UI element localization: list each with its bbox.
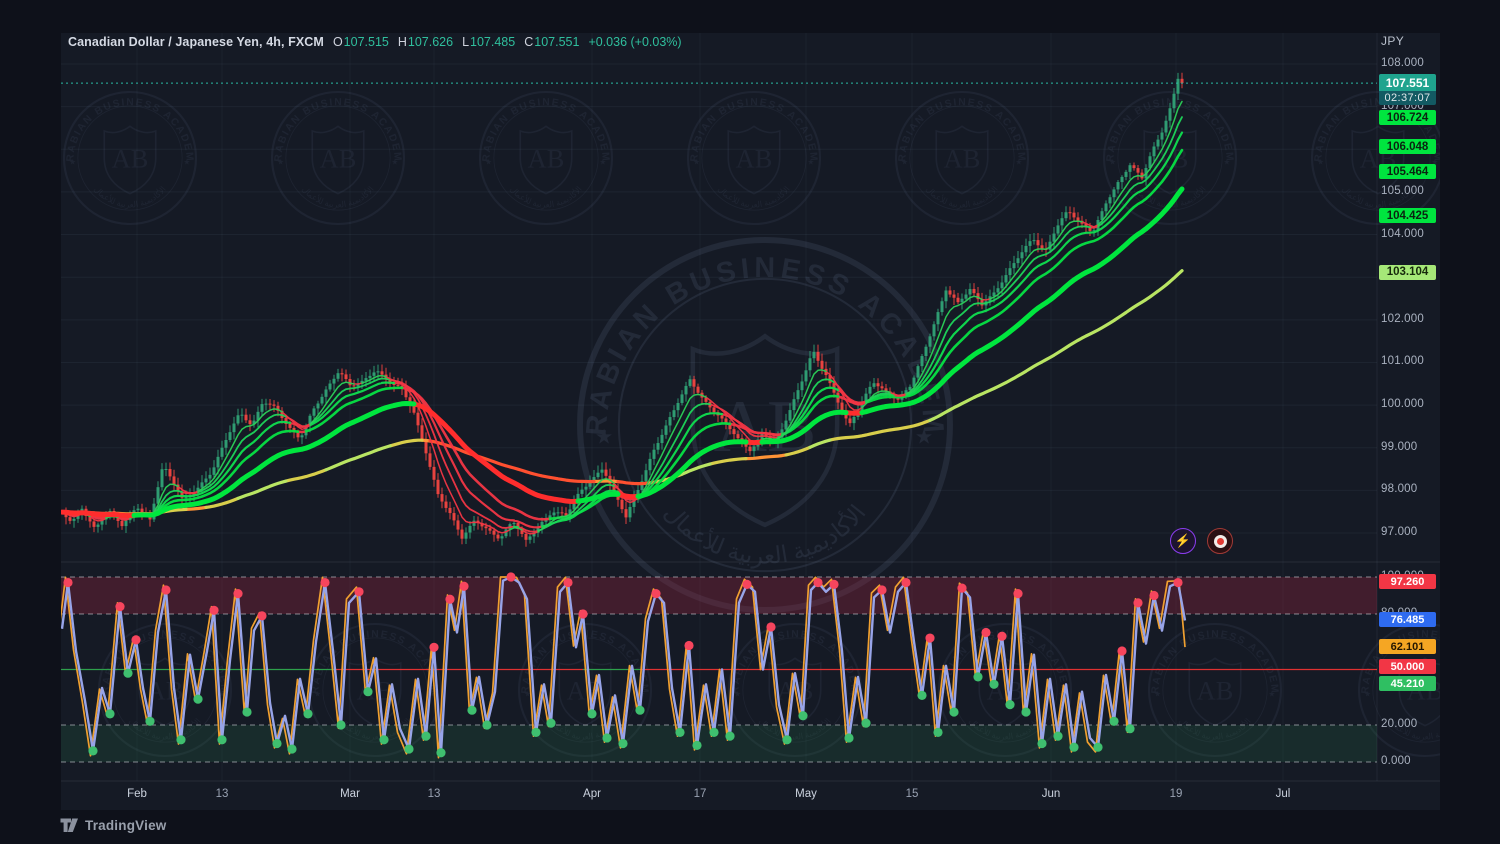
ema-price-label: 104.425: [1379, 208, 1436, 224]
time-tick-label: 15: [905, 788, 919, 800]
time-tick-label: 19: [1169, 788, 1183, 800]
symbol-header: Canadian Dollar / Japanese Yen, 4h, FXCM…: [68, 34, 682, 50]
time-tick-label: May: [795, 788, 817, 800]
stoch-value-label: 50.000: [1379, 659, 1436, 674]
price-tick-label: 101.000: [1381, 355, 1424, 368]
lightning-icon: ⚡: [1174, 533, 1192, 548]
ohlc-high: H107.626: [397, 35, 454, 49]
stoch-tick-label: 20.000: [1381, 718, 1418, 730]
price-tick-label: 97.000: [1381, 526, 1418, 539]
price-tick-label: 99.000: [1381, 440, 1418, 453]
ema-price-label: 106.724: [1379, 110, 1436, 126]
price-change: +0.036 (+0.03%): [588, 35, 682, 49]
price-axis-currency[interactable]: JPY: [1381, 34, 1405, 48]
stoch-value-label: 76.485: [1379, 612, 1436, 627]
bar-countdown: 02:37:07: [1379, 91, 1436, 106]
price-tick-label: 102.000: [1381, 312, 1424, 325]
ohlc-low: L107.485: [462, 35, 516, 49]
record-icon: [1213, 534, 1227, 548]
stoch-value-label: 45.210: [1379, 676, 1436, 691]
record-button[interactable]: [1207, 528, 1233, 554]
price-tick-label: 104.000: [1381, 227, 1424, 240]
price-tick-label: 98.000: [1381, 483, 1418, 496]
symbol-title[interactable]: Canadian Dollar / Japanese Yen, 4h, FXCM: [68, 35, 324, 49]
time-tick-label: Mar: [340, 788, 360, 800]
stoch-value-label: 62.101: [1379, 639, 1436, 654]
price-tick-label: 108.000: [1381, 57, 1424, 69]
quick-trade-button[interactable]: ⚡: [1170, 528, 1196, 554]
last-price-value: 107.551: [1379, 74, 1436, 92]
price-tick-label: 105.000: [1381, 184, 1424, 197]
ohlc-close: C107.551: [524, 35, 580, 49]
tradingview-attribution[interactable]: TradingView: [60, 818, 166, 833]
time-tick-label: 17: [693, 788, 707, 800]
slow-ma-price-label: 103.104: [1379, 264, 1436, 280]
ema-price-label: 105.464: [1379, 164, 1436, 180]
tradingview-logo-icon: [60, 818, 78, 832]
stoch-value-label: 97.260: [1379, 574, 1436, 589]
time-tick-label: Jun: [1041, 788, 1061, 800]
time-tick-label: 13: [427, 788, 441, 800]
last-price-label: 107.551 02:37:07: [1379, 74, 1436, 106]
tradingview-logo-text: TradingView: [85, 818, 167, 833]
price-tick-label: 100.000: [1381, 398, 1424, 411]
ohlc-open: O107.515: [332, 35, 389, 49]
time-tick-label: Feb: [127, 788, 147, 800]
time-tick-label: Jul: [1275, 788, 1291, 800]
time-tick-label: Apr: [583, 788, 601, 800]
stoch-tick-label: 0.000: [1381, 755, 1411, 767]
ema-price-label: 106.048: [1379, 139, 1436, 155]
time-tick-label: 13: [215, 788, 229, 800]
chart-pane[interactable]: [61, 33, 1440, 810]
